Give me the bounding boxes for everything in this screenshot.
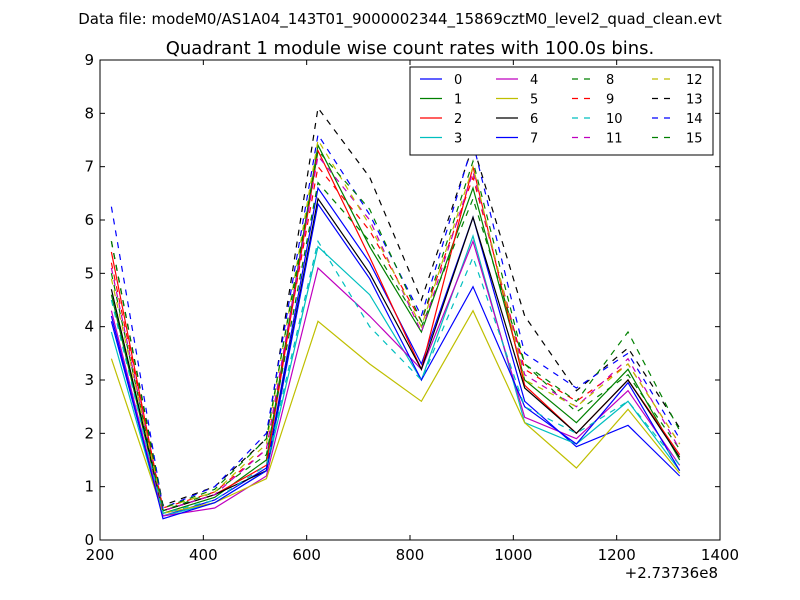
chart-title: Quadrant 1 module wise count rates with … — [166, 38, 655, 59]
series-line-1 — [110, 143, 681, 515]
legend-label-2: 2 — [454, 112, 462, 127]
legend-label-7: 7 — [530, 132, 538, 147]
legend-label-11: 11 — [606, 132, 623, 147]
legend-label-12: 12 — [686, 73, 703, 88]
y-tick-label: 8 — [84, 104, 94, 122]
legend-label-4: 4 — [530, 73, 538, 88]
x-tick-label: 400 — [189, 546, 218, 564]
plot-area — [110, 106, 681, 520]
legend-label-1: 1 — [454, 93, 462, 108]
legend-label-15: 15 — [686, 132, 703, 147]
legend-label-13: 13 — [686, 93, 703, 108]
y-tick-label: 4 — [84, 318, 94, 336]
series-line-6 — [110, 197, 681, 512]
legend-label-0: 0 — [454, 73, 462, 88]
series-line-5 — [110, 309, 681, 514]
legend-label-8: 8 — [606, 73, 614, 88]
series-line-11 — [110, 154, 681, 512]
y-tick-label: 7 — [84, 158, 94, 176]
series-line-8 — [110, 181, 681, 512]
y-tick-label: 1 — [84, 478, 94, 496]
x-tick-label: 800 — [396, 546, 425, 564]
series-line-15 — [110, 149, 681, 509]
legend-label-3: 3 — [454, 132, 462, 147]
y-tick-label: 5 — [84, 264, 94, 282]
y-tick-label: 2 — [84, 424, 94, 442]
y-tick-label: 0 — [84, 531, 94, 549]
x-tick-label: 1200 — [598, 546, 636, 564]
x-tick-label: 1000 — [494, 546, 532, 564]
legend-label-6: 6 — [530, 112, 538, 127]
x-tick-label: 200 — [86, 546, 115, 564]
series-line-10 — [110, 239, 681, 515]
legend-label-10: 10 — [606, 112, 623, 127]
legend-box — [409, 66, 714, 156]
x-tick-label: 600 — [292, 546, 321, 564]
series-line-12 — [110, 138, 681, 509]
legend-label-5: 5 — [530, 93, 538, 108]
series-line-2 — [110, 148, 681, 512]
x-axis-offset-label: +2.73736e8 — [625, 564, 718, 582]
y-tick-label: 9 — [84, 51, 94, 69]
x-tick-label: 1400 — [701, 546, 739, 564]
series-line-4 — [110, 239, 681, 517]
series-line-9 — [110, 165, 681, 509]
legend-label-14: 14 — [686, 112, 703, 127]
chart-suptitle: Data file: modeM0/AS1A04_143T01_90000023… — [78, 10, 722, 29]
legend-label-9: 9 — [606, 93, 614, 108]
series-line-7 — [110, 202, 681, 520]
y-tick-label: 3 — [84, 371, 94, 389]
y-tick-label: 6 — [84, 211, 94, 229]
series-line-13 — [110, 106, 681, 507]
